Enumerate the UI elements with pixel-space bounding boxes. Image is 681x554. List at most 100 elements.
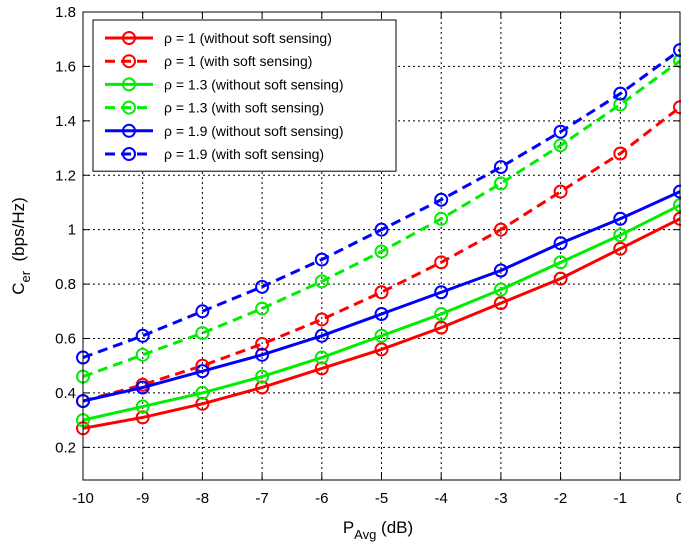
legend-label: ρ = 1.3 (with soft sensing) <box>164 100 324 116</box>
data-point <box>195 385 210 400</box>
series-line <box>82 48 681 359</box>
y-axis-title: Cer (bps/Hz) <box>9 197 33 295</box>
y-axis-title-main: C <box>9 282 28 294</box>
grid <box>83 12 680 480</box>
legend-box <box>92 19 397 172</box>
data-point <box>255 380 270 395</box>
data-point <box>135 399 150 414</box>
series-line <box>82 217 681 430</box>
data-point <box>135 380 150 395</box>
y-tick-label: 1.6 <box>55 58 76 75</box>
data-point <box>434 307 449 322</box>
data-point <box>374 244 389 259</box>
data-point <box>314 328 329 343</box>
legend-swatch-marker <box>122 147 136 161</box>
x-axis-title-sub: Avg <box>354 527 376 542</box>
axis-ticks: -10 -9 -8 -7 -6 -5 -4 -3 -2 -1 00.20.40.60.811.21.… <box>55 4 681 507</box>
x-tick-label: -10 <box>72 490 94 507</box>
data-point <box>493 282 508 297</box>
data-point <box>493 296 508 311</box>
y-tick-label: 1.8 <box>55 4 76 21</box>
data-point <box>314 312 329 327</box>
data-point <box>255 301 270 316</box>
x-tick-label: -6 <box>315 490 328 507</box>
data-point <box>195 364 210 379</box>
data-point <box>434 255 449 270</box>
x-tick-label: -4 <box>435 490 448 507</box>
y-tick-label: 1.4 <box>55 113 76 130</box>
data-point <box>493 176 508 191</box>
data-point <box>255 336 270 351</box>
data-point <box>613 228 628 243</box>
data-point <box>314 361 329 376</box>
y-axis-title-sub: er <box>18 270 33 282</box>
legend-item-4: ρ = 1.9 (without soft sensing) <box>105 123 344 139</box>
data-point <box>553 124 568 139</box>
legend-label: ρ = 1.3 (without soft sensing) <box>164 76 344 92</box>
x-tick-label: -5 <box>375 490 388 507</box>
x-axis-title-unit: (dB) <box>376 518 413 537</box>
series-line <box>82 106 681 403</box>
legend-swatch-marker <box>122 100 136 115</box>
data-point <box>493 222 508 237</box>
series-2 <box>76 198 681 428</box>
data-point <box>434 211 449 226</box>
data-point <box>493 263 508 278</box>
data-point <box>493 160 508 175</box>
data-point <box>135 410 150 425</box>
data-point <box>553 138 568 153</box>
y-tick-label: 1.2 <box>55 167 76 184</box>
x-axis-title-main: P <box>343 518 354 537</box>
y-tick-label: 0.2 <box>55 439 76 456</box>
data-point <box>314 350 329 365</box>
legend-label: ρ = 1.9 (without soft sensing) <box>164 123 344 139</box>
data-point <box>553 236 568 251</box>
data-point <box>195 326 210 341</box>
data-point <box>374 342 389 357</box>
x-tick-label: -9 <box>136 490 149 507</box>
data-point <box>613 211 628 226</box>
legend-item-0: ρ = 1 (without soft sensing) <box>105 30 332 46</box>
data-point <box>255 279 270 294</box>
data-point <box>374 307 389 322</box>
y-tick-label: 1 <box>68 222 76 239</box>
legend: ρ = 1 (without soft sensing) ρ = 1 (with … <box>92 19 397 172</box>
x-tick-label: 0 <box>676 490 681 507</box>
data-point <box>613 97 628 112</box>
legend-swatch-marker <box>122 77 136 92</box>
data-point <box>434 285 449 300</box>
legend-label: ρ = 1 (without soft sensing) <box>164 30 332 46</box>
x-tick-label: -7 <box>255 490 268 507</box>
data-point <box>553 255 568 270</box>
data-point <box>195 396 210 411</box>
data-point <box>434 320 449 335</box>
data-point <box>613 146 628 161</box>
legend-item-1: ρ = 1 (with soft sensing) <box>105 53 312 69</box>
data-point <box>374 285 389 300</box>
series-4 <box>76 184 681 409</box>
series-0 <box>76 211 681 436</box>
data-point <box>255 369 270 384</box>
y-tick-label: 0.8 <box>55 276 76 293</box>
legend-item-2: ρ = 1.3 (without soft sensing) <box>105 76 344 92</box>
series-line <box>82 59 681 379</box>
x-tick-label: -8 <box>196 490 209 507</box>
data-point <box>613 241 628 256</box>
data-point <box>314 252 329 267</box>
x-tick-label: -2 <box>554 490 567 507</box>
data-point <box>434 192 449 207</box>
legend-swatch-marker <box>122 54 136 69</box>
legend-label: ρ = 1 (with soft sensing) <box>164 53 312 69</box>
legend-swatch-marker <box>122 123 136 138</box>
series-line <box>82 203 681 422</box>
y-tick-label: 0.4 <box>55 385 76 402</box>
data-point <box>314 274 329 289</box>
data-point <box>374 328 389 343</box>
legend-item-3: ρ = 1.3 (with soft sensing) <box>105 100 324 116</box>
data-point <box>255 347 270 362</box>
y-axis-title-unit: (bps/Hz) <box>9 197 28 271</box>
data-point <box>613 86 628 101</box>
data-point <box>553 184 568 199</box>
x-axis-title: PAvg (dB) <box>343 518 413 542</box>
legend-swatch-marker <box>122 31 136 45</box>
